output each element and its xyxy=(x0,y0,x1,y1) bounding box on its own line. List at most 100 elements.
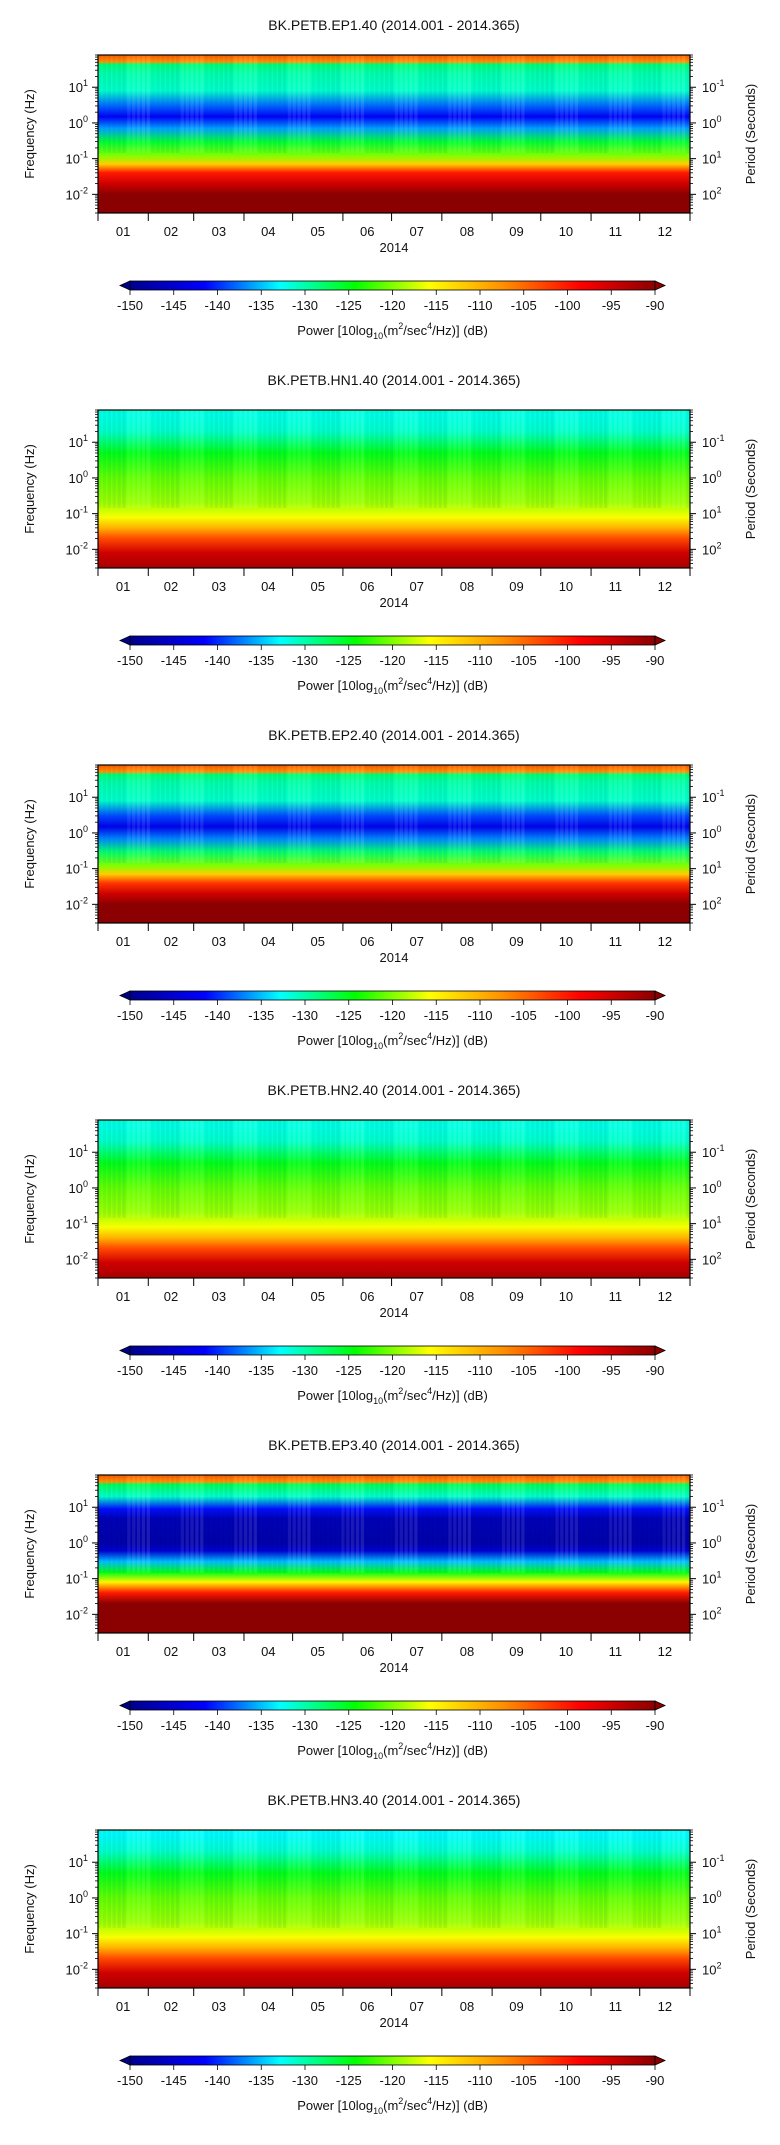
y-tick-label-left: 10-2 xyxy=(66,895,88,912)
colorbar-tick-label: -130 xyxy=(292,1363,318,1378)
colorbar-low-arrow xyxy=(119,280,131,291)
y-tick-label-right: 102 xyxy=(702,540,721,557)
colorbar-tick-label: -150 xyxy=(117,1363,143,1378)
x-tick-label: 07 xyxy=(409,1999,423,2014)
colorbar-tick-label: -115 xyxy=(424,653,449,668)
x-tick-label: 05 xyxy=(311,224,325,239)
y-tick-label-right: 100 xyxy=(702,824,721,841)
y-tick-label-right: 102 xyxy=(702,1605,721,1622)
x-tick-label: 10 xyxy=(559,1289,573,1304)
y-tick-label-right: 101 xyxy=(702,505,721,522)
y-axis-label-left: Frequency (Hz) xyxy=(22,1864,37,1954)
colorbar: -150 -145 -140 -135 -130 -125 -120 -115 -110 -105… xyxy=(117,990,666,1051)
colorbar-tick-label: -135 xyxy=(248,1718,274,1733)
y-tick-label-right: 100 xyxy=(702,1179,721,1196)
colorbar-tick-label: -140 xyxy=(204,653,230,668)
colorbar-tick-label: -125 xyxy=(336,1363,362,1378)
colorbar-tick-label: -145 xyxy=(161,1718,187,1733)
colorbar-tick-label: -150 xyxy=(117,2073,143,2088)
x-axis-label: 2014 xyxy=(380,950,409,965)
x-tick-label: 01 xyxy=(116,1289,130,1304)
colorbar-tick-label: -120 xyxy=(379,653,405,668)
spectrogram-image xyxy=(98,55,690,213)
colorbar-high-arrow xyxy=(654,1345,666,1356)
colorbar-tick-label: -145 xyxy=(161,2073,187,2088)
y-tick-label-right: 100 xyxy=(702,114,721,131)
colorbar-tick-label: -90 xyxy=(646,298,665,313)
y-tick-label-left: 10-2 xyxy=(66,1250,88,1267)
colorbar-tick-label: -150 xyxy=(117,298,143,313)
y-tick-label-right: 102 xyxy=(702,895,721,912)
y-axis-label-right: Period (Seconds) xyxy=(743,84,758,184)
x-tick-label: 05 xyxy=(311,1999,325,2014)
colorbar-low-arrow xyxy=(119,1700,131,1711)
y-tick-label-left: 101 xyxy=(69,1853,88,1870)
y-axis-label-right: Period (Seconds) xyxy=(743,1149,758,1249)
spectrogram-texture xyxy=(98,1475,691,1573)
y-axis-label-left: Frequency (Hz) xyxy=(22,1154,37,1244)
colorbar-tick-label: -135 xyxy=(248,298,274,313)
y-tick-label-right: 100 xyxy=(702,469,721,486)
x-axis-label: 2014 xyxy=(380,1305,409,1320)
colorbar-high-arrow xyxy=(654,990,666,1001)
colorbar-tick-label: -90 xyxy=(646,1008,665,1023)
colorbar-tick-label: -130 xyxy=(292,2073,318,2088)
colorbar-label: Power [10log10(m2/sec4/Hz)] (dB) xyxy=(297,1386,488,1406)
x-tick-label: 10 xyxy=(559,1644,573,1659)
colorbar-tick-label: -150 xyxy=(117,1718,143,1733)
colorbar-high-arrow xyxy=(654,1700,666,1711)
colorbar-tick-label: -135 xyxy=(248,2073,274,2088)
colorbar-tick-label: -90 xyxy=(646,1363,665,1378)
x-tick-label: 12 xyxy=(658,1289,672,1304)
y-tick-label-left: 10-1 xyxy=(66,150,88,167)
x-tick-label: 06 xyxy=(360,934,374,949)
y-tick-label-left: 10-2 xyxy=(66,1960,88,1977)
colorbar: -150 -145 -140 -135 -130 -125 -120 -115 -110 -105… xyxy=(117,280,666,341)
colorbar-tick-label: -125 xyxy=(336,1008,362,1023)
y-tick-label-left: 100 xyxy=(69,824,88,841)
x-tick-label: 03 xyxy=(212,934,226,949)
x-tick-label: 12 xyxy=(658,1644,672,1659)
colorbar-tick-label: -145 xyxy=(161,1363,187,1378)
colorbar-tick-label: -115 xyxy=(424,1008,449,1023)
x-tick-label: 04 xyxy=(261,1644,275,1659)
y-tick-label-left: 101 xyxy=(69,1498,88,1515)
x-tick-label: 01 xyxy=(116,1999,130,2014)
colorbar-tick-label: -110 xyxy=(467,1363,492,1378)
y-tick-label-right: 101 xyxy=(702,1570,721,1587)
x-tick-label: 02 xyxy=(164,1644,178,1659)
colorbar-tick-label: -90 xyxy=(646,2073,665,2088)
y-tick-label-right: 102 xyxy=(702,1250,721,1267)
x-tick-label: 03 xyxy=(212,579,226,594)
colorbar-tick-label: -105 xyxy=(511,1363,537,1378)
spectrogram-panel: BK.PETB.HN2.40 (2014.001 - 2014.365) Freq… xyxy=(22,1082,758,1406)
y-axis-label-left: Frequency (Hz) xyxy=(22,89,37,179)
x-tick-label: 03 xyxy=(212,1644,226,1659)
colorbar-low-arrow xyxy=(119,2055,131,2066)
x-tick-label: 02 xyxy=(164,579,178,594)
x-tick-label: 09 xyxy=(509,1289,523,1304)
y-tick-label-left: 100 xyxy=(69,1179,88,1196)
colorbar: -150 -145 -140 -135 -130 -125 -120 -115 -110 -105… xyxy=(117,1345,666,1406)
colorbar-tick-label: -125 xyxy=(336,1718,362,1733)
colorbar-tick-label: -105 xyxy=(511,653,537,668)
y-tick-label-left: 101 xyxy=(69,1143,88,1160)
spectrogram-texture xyxy=(98,1120,691,1218)
y-tick-label-right: 10-1 xyxy=(702,1143,724,1160)
x-tick-label: 01 xyxy=(116,1644,130,1659)
panel-title: BK.PETB.EP2.40 (2014.001 - 2014.365) xyxy=(268,727,519,743)
colorbar-gradient xyxy=(129,990,656,1001)
x-tick-label: 06 xyxy=(360,579,374,594)
x-tick-label: 03 xyxy=(212,1289,226,1304)
colorbar-tick-label: -110 xyxy=(467,1718,492,1733)
spectrogram-image xyxy=(98,765,690,923)
colorbar-tick-label: -115 xyxy=(424,1718,449,1733)
x-tick-label: 04 xyxy=(261,1999,275,2014)
colorbar-tick-label: -135 xyxy=(248,1363,274,1378)
colorbar-tick-label: -100 xyxy=(554,298,580,313)
y-axis-label-left: Frequency (Hz) xyxy=(22,799,37,889)
x-tick-label: 01 xyxy=(116,934,130,949)
colorbar-tick-label: -95 xyxy=(602,2073,621,2088)
colorbar-tick-label: -105 xyxy=(511,1718,537,1733)
y-tick-label-left: 10-2 xyxy=(66,185,88,202)
